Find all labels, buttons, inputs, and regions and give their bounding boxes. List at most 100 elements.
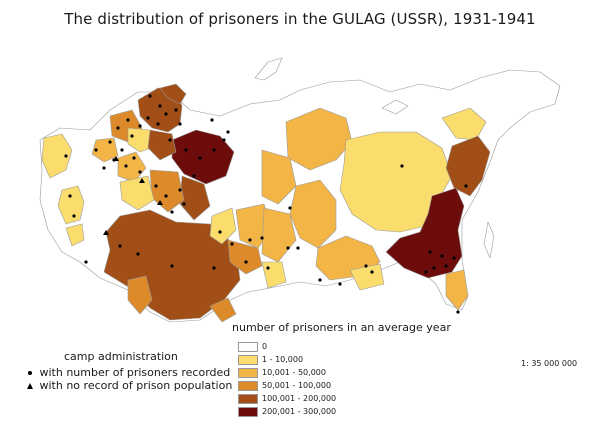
camp-dot xyxy=(84,260,88,264)
dot-icon xyxy=(28,371,32,375)
camp-triangle xyxy=(113,156,119,161)
legend-label: 0 xyxy=(262,342,268,351)
region-kolyma xyxy=(445,135,491,197)
camp-dot xyxy=(164,112,168,116)
camp-legend-recorded-label: with number of prisoners recorded xyxy=(39,366,231,379)
camp-dot xyxy=(126,118,130,122)
camp-dot xyxy=(370,270,374,274)
region-southwest xyxy=(57,185,85,225)
region-island-arctic xyxy=(381,99,409,115)
legend-swatch xyxy=(238,394,258,405)
camp-dot xyxy=(94,148,98,152)
region-komi xyxy=(171,129,235,185)
region-sakhalin xyxy=(483,221,495,259)
camp-dot xyxy=(72,214,76,218)
camp-dot xyxy=(174,108,178,112)
region-volga-yellow xyxy=(119,175,155,211)
camp-dot xyxy=(248,238,252,242)
region-far-east-dark xyxy=(385,187,465,279)
camp-dot xyxy=(164,194,168,198)
region-central-asia-orange xyxy=(209,297,237,323)
camp-legend-no-record: with no record of prison population xyxy=(24,379,232,392)
camp-dot xyxy=(64,154,68,158)
camp-dot xyxy=(138,170,142,174)
region-caspian-orange xyxy=(127,275,153,315)
camp-dot xyxy=(68,194,72,198)
camp-triangle xyxy=(139,178,145,183)
camp-dot xyxy=(124,164,128,168)
region-arkhangelsk xyxy=(147,129,177,161)
camp-dot xyxy=(168,138,172,142)
camp-dot xyxy=(288,206,292,210)
legend-label: 100,001 - 200,000 xyxy=(262,394,337,404)
camp-dot xyxy=(192,174,196,178)
camp-dot xyxy=(178,188,182,192)
camp-dot xyxy=(218,230,222,234)
legend-swatch xyxy=(238,407,258,418)
region-west-border xyxy=(41,133,73,179)
camp-dot xyxy=(116,126,120,130)
legend-swatch xyxy=(238,355,258,366)
camp-dot xyxy=(226,130,230,134)
camp-dot xyxy=(198,156,202,160)
legend-label: 1 - 10,000 xyxy=(262,355,304,365)
camp-dot xyxy=(364,264,368,268)
legend-label: 10,001 - 50,000 xyxy=(262,368,326,378)
camp-dot xyxy=(424,270,428,274)
camp-dot xyxy=(338,282,342,286)
camp-dot xyxy=(444,264,448,268)
camp-dot xyxy=(158,104,162,108)
camp-dot xyxy=(182,202,186,206)
region-primorye xyxy=(445,269,469,311)
region-chukotka-yellow xyxy=(441,107,487,141)
triangle-icon xyxy=(27,383,33,389)
legend-swatch xyxy=(238,368,258,379)
region-taimyr xyxy=(285,107,353,171)
camp-dot xyxy=(210,118,214,122)
region-caucasus xyxy=(65,223,85,247)
camp-dot xyxy=(296,246,300,250)
camp-dot xyxy=(118,244,122,248)
camp-legend-no-record-label: with no record of prison population xyxy=(39,379,233,392)
regions xyxy=(39,57,561,323)
camp-dot xyxy=(260,236,264,240)
region-tyumen xyxy=(209,207,237,245)
region-yamal xyxy=(261,149,297,205)
camp-triangle xyxy=(157,200,163,205)
region-moscow-area xyxy=(117,151,147,183)
region-vologda xyxy=(91,137,119,163)
camp-dot xyxy=(108,140,112,144)
camp-dot xyxy=(170,264,174,268)
camp-dot xyxy=(212,148,216,152)
camp-dot xyxy=(132,156,136,160)
camp-legend-title: camp administration xyxy=(64,350,178,363)
camp-dot xyxy=(428,250,432,254)
camp-dot xyxy=(148,94,152,98)
region-novosibirsk xyxy=(227,239,263,275)
camp-dot xyxy=(286,246,290,250)
region-buryat xyxy=(349,263,385,291)
camp-dot xyxy=(184,148,188,152)
legend-label: 200,001 - 300,000 xyxy=(262,407,337,417)
camp-dot xyxy=(120,148,124,152)
camp-dot xyxy=(452,256,456,260)
camp-dot xyxy=(318,278,322,282)
camp-dot xyxy=(170,210,174,214)
camp-dot xyxy=(178,122,182,126)
map-title: The distribution of prisoners in the GUL… xyxy=(64,10,536,28)
camp-dot xyxy=(156,122,160,126)
map-scale: 1: 35 000 000 xyxy=(521,359,578,368)
legend-swatch xyxy=(238,342,258,352)
region-krasnoyarsk xyxy=(289,179,337,249)
camp-legend-recorded: with number of prisoners recorded xyxy=(24,366,230,379)
camp-dot xyxy=(138,124,142,128)
camp-dot xyxy=(146,116,150,120)
camp-dot xyxy=(212,266,216,270)
region-kola xyxy=(159,83,187,105)
camp-dot xyxy=(432,266,436,270)
camp-dot xyxy=(230,242,234,246)
camp-dot xyxy=(136,252,140,256)
camp-dot xyxy=(400,164,404,168)
legend-label: 50,001 - 100,000 xyxy=(262,381,332,391)
